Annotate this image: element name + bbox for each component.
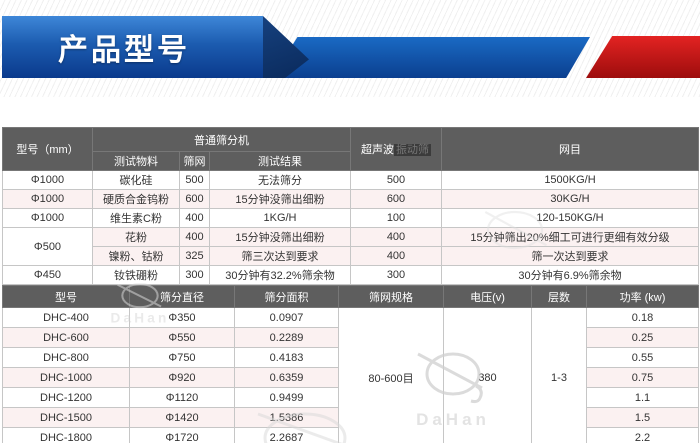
cell-output: 15分钟筛出20%细工可进行更细有效分级 (441, 227, 699, 247)
model-spec-table: 型号 筛分直径 筛分面积 筛网规格 电压(v) 层数 功率 (kw) DHC-4… (2, 285, 699, 443)
banner-blue-bar (272, 37, 590, 78)
cell-material: 钕铁硼粉 (92, 265, 180, 285)
header-diameter: 筛分直径 (129, 285, 235, 308)
comparison-table: 型号（mm） 普通筛分机 超声波 振动筛 网目 测试物料 筛网 测试结果 Φ100… (2, 127, 699, 285)
cell-result: 无法筛分 (209, 170, 351, 190)
cell-model: DHC-1200 (2, 387, 130, 408)
cell-diameter: Φ550 (129, 327, 235, 348)
cell-model: DHC-600 (2, 327, 130, 348)
header-sieve-mesh: 筛网 (179, 151, 210, 171)
cell-area: 0.9499 (234, 387, 339, 408)
cell-material: 维生素C粉 (92, 208, 180, 228)
cell-result: 30分钟有32.2%筛余物 (209, 265, 351, 285)
cell-output: 120-150KG/H (441, 208, 699, 228)
table-row: Φ1000 碳化硅 500 无法筛分 500 1500KG/H (2, 170, 699, 190)
table-row: Φ1000 维生素C粉 400 1KG/H 100 120-150KG/H (2, 208, 699, 228)
cell-model: DHC-1000 (2, 367, 130, 388)
header-ordinary-sieve-group: 普通筛分机 (92, 127, 351, 152)
header-voltage: 电压(v) (443, 285, 532, 308)
table-row: DHC-1200 Φ1120 0.9499 1.1 (2, 387, 699, 408)
cell-voltage-merged: 380 (443, 307, 532, 443)
cell-diameter: Φ1420 (129, 407, 235, 428)
header-model: 型号 (2, 285, 130, 308)
cell-ultrasonic: 600 (350, 189, 442, 209)
cell-model: DHC-1800 (2, 427, 130, 443)
table-row: Φ500 花粉 400 15分钟没筛出细粉 400 15分钟筛出20%细工可进行… (2, 227, 699, 266)
cell-ultrasonic: 300 (350, 265, 442, 285)
header-power: 功率 (kw) (586, 285, 699, 308)
cell-ultrasonic: 500 (350, 170, 442, 190)
cell-output: 筛一次达到要求 (441, 246, 699, 266)
ultrasonic-label: 超声波 (361, 144, 394, 156)
cell-area: 0.6359 (234, 367, 339, 388)
cell-diameter: Φ1720 (129, 427, 235, 443)
table-row: DHC-400 Φ350 0.0907 80-600目 380 1-3 0.18 (2, 307, 699, 443)
cell-model: Φ1000 (2, 170, 93, 190)
cell-model: Φ1000 (2, 208, 93, 228)
cell-result: 筛三次达到要求 (209, 246, 351, 266)
cell-mesh: 600 (179, 189, 210, 209)
cell-model: DHC-800 (2, 347, 130, 368)
cell-material: 镍粉、钴粉 (92, 246, 180, 266)
cell-model: DHC-1500 (2, 407, 130, 428)
cell-result: 15分钟没筛出细粉 (209, 227, 351, 247)
header-ultrasonic: 超声波 振动筛 (350, 127, 442, 171)
cell-power: 0.18 (586, 307, 699, 328)
header-model-mm: 型号（mm） (2, 127, 93, 171)
banner-ribbon: 产品型号 (2, 16, 263, 78)
cell-output: 30分钟有6.9%筛余物 (441, 265, 699, 285)
header-layers: 层数 (531, 285, 587, 308)
banner: 产品型号 (0, 0, 700, 127)
cell-material: 硬质合金钨粉 (92, 189, 180, 209)
cell-diameter: Φ920 (129, 367, 235, 388)
table-row: 镍粉、钴粉 325 筛三次达到要求 400 筛一次达到要求 (3, 246, 699, 266)
cell-mesh: 400 (179, 227, 210, 247)
cell-output: 30KG/H (441, 189, 699, 209)
header-spec: 筛网规格 (338, 285, 444, 308)
cell-mesh: 300 (179, 265, 210, 285)
cell-result: 1KG/H (209, 208, 351, 228)
cell-area: 0.0907 (234, 307, 339, 328)
cell-mesh: 325 (179, 246, 210, 266)
cell-layers-merged: 1-3 (531, 307, 587, 443)
cell-material: 花粉 (92, 227, 180, 247)
cell-output: 1500KG/H (441, 170, 699, 190)
cell-area: 0.4183 (234, 347, 339, 368)
table-row: DHC-600 Φ550 0.2289 0.25 (2, 327, 699, 348)
table-row: Φ1000 硬质合金钨粉 600 15分钟没筛出细粉 600 30KG/H (2, 189, 699, 209)
cell-ultrasonic: 400 (350, 246, 442, 266)
cell-area: 0.2289 (234, 327, 339, 348)
cell-area: 1.5386 (234, 407, 339, 428)
cell-diameter: Φ350 (129, 307, 235, 328)
cell-diameter: Φ750 (129, 347, 235, 368)
cell-material: 碳化硅 (92, 170, 180, 190)
cell-model: DHC-400 (2, 307, 130, 328)
header-test-result: 测试结果 (209, 151, 351, 171)
ultrasonic-highlighted-label: 振动筛 (394, 144, 431, 156)
cell-spec-merged: 80-600目 (338, 307, 444, 443)
table-row: Φ450 钕铁硼粉 300 30分钟有32.2%筛余物 300 30分钟有6.9… (2, 265, 699, 285)
cell-result: 15分钟没筛出细粉 (209, 189, 351, 209)
cell-power: 0.25 (586, 327, 699, 348)
header-area: 筛分面积 (234, 285, 339, 308)
header-mesh-count: 网目 (441, 127, 699, 171)
cell-power: 1.5 (586, 407, 699, 428)
cell-model: Φ1000 (2, 189, 93, 209)
cell-mesh: 400 (179, 208, 210, 228)
table-row: DHC-800 Φ750 0.4183 0.55 (2, 347, 699, 368)
cell-mesh: 500 (179, 170, 210, 190)
cell-ultrasonic: 100 (350, 208, 442, 228)
cell-diameter: Φ1120 (129, 387, 235, 408)
cell-model: Φ450 (2, 265, 93, 285)
cell-ultrasonic: 400 (350, 227, 442, 247)
cell-model: Φ500 (2, 227, 93, 266)
page-title: 产品型号 (58, 34, 190, 67)
cell-power: 0.75 (586, 367, 699, 388)
cell-power: 2.2 (586, 427, 699, 443)
header-test-material: 测试物料 (92, 151, 180, 171)
cell-area: 2.2687 (234, 427, 339, 443)
cell-power: 0.55 (586, 347, 699, 368)
cell-power: 1.1 (586, 387, 699, 408)
